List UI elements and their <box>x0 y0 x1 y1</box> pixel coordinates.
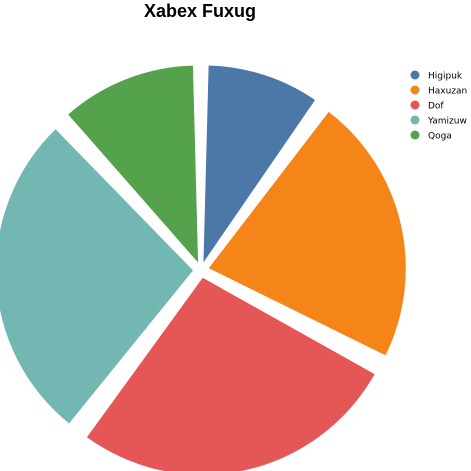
legend-label: Higipuk <box>428 72 463 82</box>
legend-swatch <box>410 115 420 125</box>
chart-title: Xabex Fuxug <box>144 1 256 21</box>
pie-slice-dof <box>86 277 375 471</box>
legend-swatch <box>410 130 420 140</box>
pie-slice-qoga <box>68 65 199 263</box>
legend-item-higipuk: Higipuk <box>410 70 463 82</box>
pie-slice-yamizuw <box>0 129 194 424</box>
legend: Higipuk Haxuzan Dof Yamizuw Qoga <box>410 70 467 142</box>
legend-label: Haxuzan <box>428 87 467 97</box>
pie-slice-haxuzan <box>208 111 406 356</box>
legend-item-yamizuw: Yamizuw <box>410 115 467 127</box>
legend-swatch <box>410 100 420 110</box>
pie-slices <box>0 65 406 471</box>
legend-label: Qoga <box>428 132 452 142</box>
legend-label: Yamizuw <box>427 117 467 127</box>
legend-swatch <box>410 85 420 95</box>
legend-label: Dof <box>428 102 444 112</box>
legend-swatch <box>410 70 420 80</box>
legend-item-dof: Dof <box>410 100 444 112</box>
legend-item-haxuzan: Haxuzan <box>410 85 467 97</box>
legend-item-qoga: Qoga <box>410 130 452 142</box>
pie-slice-higipuk <box>203 65 316 263</box>
